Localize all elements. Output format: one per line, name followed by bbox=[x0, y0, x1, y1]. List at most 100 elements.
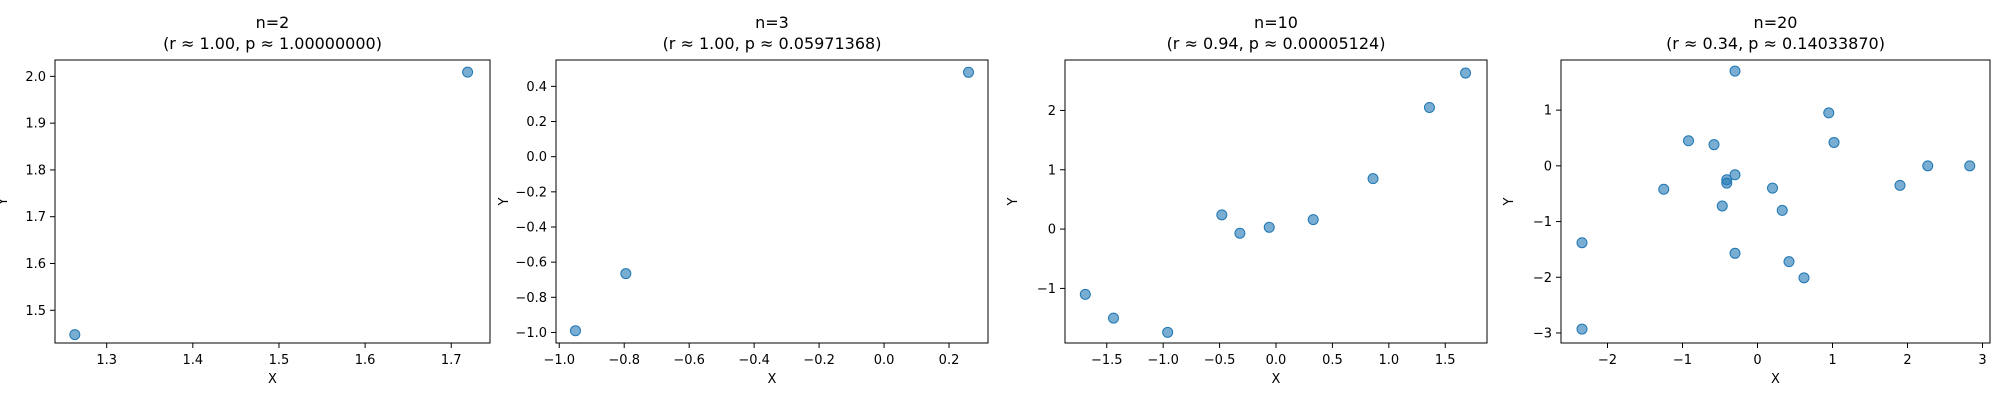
subplot-3: n=10 (r ≈ 0.94, p ≈ 0.00005124) −1.5 −1.0 −0… bbox=[1006, 13, 1488, 387]
data-point bbox=[1576, 323, 1588, 335]
x-tick-label: 1.5 bbox=[269, 353, 290, 368]
x-tick-label: 1.0 bbox=[1378, 353, 1399, 368]
x-tick-label: 0 bbox=[1753, 353, 1761, 368]
x-tick-label: −1.0 bbox=[1147, 353, 1179, 368]
y-tick-label: 0 bbox=[1544, 159, 1552, 174]
x-axis-label: X bbox=[1771, 372, 1780, 387]
y-tick-label: 0.2 bbox=[526, 115, 547, 130]
data-point bbox=[1367, 173, 1379, 185]
y-tick-label: −1 bbox=[1037, 282, 1056, 297]
y-tick-label: 2 bbox=[1048, 104, 1056, 119]
data-point bbox=[1708, 139, 1720, 151]
y-axis-label: Y bbox=[497, 197, 512, 206]
data-point bbox=[1823, 107, 1835, 119]
x-tick-label: −1.5 bbox=[1091, 353, 1123, 368]
data-point bbox=[569, 325, 581, 337]
x-tick-label: 0.0 bbox=[1266, 353, 1287, 368]
data-point bbox=[1894, 179, 1906, 191]
y-tick-label: −0.6 bbox=[515, 256, 547, 271]
y-axis-label: Y bbox=[0, 197, 11, 206]
x-tick-label: 0.2 bbox=[939, 353, 960, 368]
data-point bbox=[1216, 209, 1228, 221]
x-axis-label: X bbox=[1272, 372, 1281, 387]
data-point bbox=[1729, 169, 1741, 181]
data-point bbox=[1716, 200, 1728, 212]
chart-title: n=2 bbox=[256, 13, 290, 32]
data-point bbox=[1729, 65, 1741, 77]
subplot-2: n=3 (r ≈ 1.00, p ≈ 0.05971368) −1.0 −0.8 −0.… bbox=[497, 13, 989, 387]
data-point bbox=[1776, 204, 1788, 216]
x-tick-label: 0.0 bbox=[874, 353, 895, 368]
x-tick-label: −1.0 bbox=[543, 353, 575, 368]
data-point bbox=[1162, 326, 1174, 338]
y-tick-label: 1.9 bbox=[25, 117, 46, 132]
y-tick-label: 1 bbox=[1544, 104, 1552, 119]
y-tick-label: 0.0 bbox=[526, 150, 547, 165]
y-tick-label: 0.4 bbox=[526, 80, 547, 95]
y-tick-label: −0.2 bbox=[515, 185, 547, 200]
x-tick-label: 0.5 bbox=[1322, 353, 1343, 368]
y-tick-label: −1.0 bbox=[515, 326, 547, 341]
plot-frame bbox=[1560, 59, 1991, 344]
x-tick-label: 2 bbox=[1903, 353, 1911, 368]
plot-frame bbox=[54, 59, 491, 344]
data-point bbox=[1576, 237, 1588, 249]
data-point bbox=[1767, 182, 1778, 194]
y-tick-label: 1 bbox=[1048, 163, 1056, 178]
y-tick-label: −0.4 bbox=[515, 220, 547, 235]
y-tick-label: 0 bbox=[1048, 223, 1056, 238]
x-tick-label: 1.4 bbox=[182, 353, 203, 368]
chart-title: n=10 bbox=[1254, 13, 1298, 32]
y-tick-label: 1.7 bbox=[25, 210, 46, 225]
y-tick-label: 1.6 bbox=[25, 257, 46, 272]
data-point bbox=[1079, 288, 1091, 300]
chart-subtitle: (r ≈ 0.34, p ≈ 0.14033870) bbox=[1666, 34, 1885, 53]
chart-subtitle: (r ≈ 1.00, p ≈ 0.05971368) bbox=[663, 34, 882, 53]
x-tick-label: 1.7 bbox=[441, 353, 462, 368]
data-point bbox=[1423, 101, 1435, 113]
y-tick-label: 1.8 bbox=[25, 163, 46, 178]
y-axis-label: Y bbox=[1502, 197, 1517, 206]
data-point bbox=[1460, 67, 1472, 79]
data-point bbox=[1922, 160, 1934, 172]
x-tick-label: 3 bbox=[1978, 353, 1986, 368]
x-tick-label: −0.4 bbox=[738, 353, 770, 368]
data-point bbox=[1234, 227, 1246, 239]
subplot-1: n=2 (r ≈ 1.00, p ≈ 1.00000000) 1.3 1.4 1.5 1.… bbox=[0, 13, 491, 387]
chart-title: n=20 bbox=[1754, 13, 1798, 32]
y-tick-label: −2 bbox=[1533, 271, 1552, 286]
x-tick-label: 1.6 bbox=[355, 353, 376, 368]
x-tick-label: −2 bbox=[1598, 353, 1617, 368]
x-tick-label: 1.5 bbox=[1435, 353, 1456, 368]
data-point bbox=[1798, 272, 1810, 284]
chart-subtitle: (r ≈ 0.94, p ≈ 0.00005124) bbox=[1167, 34, 1386, 53]
y-tick-label: 1.5 bbox=[25, 304, 46, 319]
y-axis-label: Y bbox=[1006, 197, 1021, 206]
x-tick-label: 1 bbox=[1828, 353, 1836, 368]
x-axis-label: X bbox=[268, 372, 277, 387]
data-point bbox=[1783, 256, 1795, 268]
data-point bbox=[1828, 136, 1840, 148]
x-axis-label: X bbox=[768, 372, 777, 387]
data-point bbox=[1729, 247, 1741, 259]
data-point bbox=[1108, 312, 1120, 324]
data-point bbox=[462, 66, 474, 78]
data-point bbox=[1263, 221, 1275, 233]
chart-subtitle: (r ≈ 1.00, p ≈ 1.00000000) bbox=[163, 34, 382, 53]
plot-frame bbox=[555, 59, 989, 344]
x-tick-label: −0.2 bbox=[803, 353, 835, 368]
data-point bbox=[1683, 135, 1694, 147]
x-tick-label: −0.5 bbox=[1204, 353, 1236, 368]
data-point bbox=[1307, 214, 1319, 226]
data-point bbox=[69, 329, 81, 341]
y-tick-label: 2.0 bbox=[25, 70, 46, 85]
x-tick-label: −0.6 bbox=[673, 353, 705, 368]
x-tick-label: −1 bbox=[1673, 353, 1692, 368]
data-point bbox=[620, 268, 632, 280]
y-tick-label: −1 bbox=[1533, 215, 1552, 230]
x-tick-label: 1.3 bbox=[96, 353, 117, 368]
subplot-4: n=20 (r ≈ 0.34, p ≈ 0.14033870) −2 −1 0 1 2 3 −3… bbox=[1502, 13, 1991, 387]
data-point bbox=[1721, 177, 1733, 189]
chart-title: n=3 bbox=[755, 13, 789, 32]
